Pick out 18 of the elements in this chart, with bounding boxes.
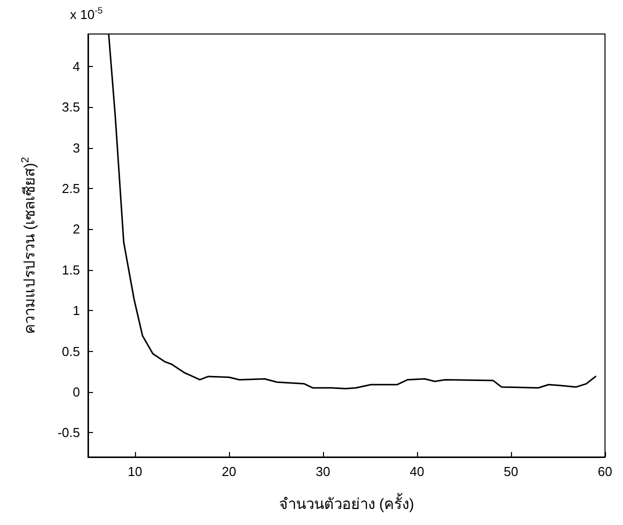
y-tick-label: 0.5 <box>62 344 80 359</box>
y-tick-label: 1 <box>72 303 80 318</box>
x-tick-label: 50 <box>504 464 518 479</box>
y-tick-label: 4 <box>72 59 80 74</box>
x-axis-title: จำนวนตัวอย่าง (ครั้ง) <box>278 493 414 513</box>
y-tick-label: 2 <box>72 222 80 237</box>
x-tick-label: 60 <box>598 464 612 479</box>
y-tick-label: 3.5 <box>62 100 80 115</box>
y-tick-label: 3 <box>72 140 80 156</box>
y-tick-label: 0 <box>72 384 80 400</box>
x-tick-label: 40 <box>410 464 424 479</box>
y-tick-label: 2.5 <box>62 181 80 196</box>
y-axis-title: ความแปรปรวน (เซลเซียส)2 <box>20 156 38 334</box>
y-tick-label: 1.5 <box>62 262 80 278</box>
x-tick-label: 20 <box>222 464 236 479</box>
x-tick-label: 30 <box>316 464 330 479</box>
x-tick-label: 10 <box>128 464 142 479</box>
y-tick-label: -0.5 <box>58 425 80 440</box>
